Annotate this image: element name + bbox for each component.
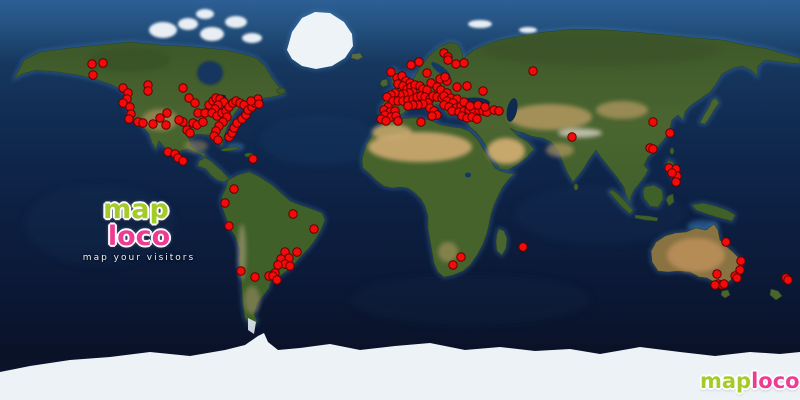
- visitor-marker: [246, 96, 256, 106]
- visitor-marker: [224, 221, 234, 231]
- visitor-marker: [381, 116, 391, 126]
- visitor-marker: [671, 177, 681, 187]
- visitor-marker: [783, 275, 793, 285]
- visitor-marker: [236, 266, 246, 276]
- visitor-marker: [254, 99, 264, 109]
- island-taiwan: [669, 147, 675, 155]
- visitor-marker: [309, 224, 319, 234]
- hudson-bay: [197, 61, 223, 85]
- visitor-marker: [213, 135, 223, 145]
- visitor-marker: [292, 247, 302, 257]
- visitor-marker: [386, 67, 396, 77]
- visitor-marker: [422, 68, 432, 78]
- terrain-tints: [90, 34, 725, 314]
- visitor-marker: [427, 111, 437, 121]
- visitor-marker: [452, 82, 462, 92]
- island-cuba: [220, 146, 240, 152]
- lake-victoria: [465, 172, 471, 178]
- maploco-logo[interactable]: maploco map your visitors: [74, 196, 204, 263]
- caspian-sea: [506, 98, 518, 122]
- island-newfoundland: [276, 87, 286, 95]
- visitor-marker: [229, 184, 239, 194]
- visitor-marker: [462, 81, 472, 91]
- visitor-marker: [393, 116, 403, 126]
- ocean-texture: [25, 115, 685, 325]
- visitor-marker: [406, 60, 416, 70]
- visitor-marker: [285, 261, 295, 271]
- visitor-marker: [288, 209, 298, 219]
- visitor-marker: [667, 168, 677, 178]
- corner-logo-map-text: map: [700, 369, 752, 393]
- ice-sheets: [0, 9, 800, 400]
- visitor-marker: [732, 273, 742, 283]
- visitor-marker: [190, 98, 200, 108]
- visitor-marker: [448, 260, 458, 270]
- visitor-marker: [87, 59, 97, 69]
- visitor-marker: [494, 106, 504, 116]
- visitor-marker: [735, 265, 745, 275]
- visitor-marker: [451, 59, 461, 69]
- visitor-marker: [567, 132, 577, 142]
- visitor-marker: [719, 279, 729, 289]
- visitor-marker: [710, 280, 720, 290]
- visitor-marker: [648, 117, 658, 127]
- visitor-marker: [138, 118, 148, 128]
- visitor-marker: [98, 58, 108, 68]
- visitor-marker: [480, 102, 490, 112]
- visitor-marker: [416, 117, 426, 127]
- patagonia-ice: [248, 318, 256, 334]
- visitor-marker: [248, 154, 258, 164]
- visitor-marker: [174, 115, 184, 125]
- visitor-marker: [443, 55, 453, 65]
- visitor-marker: [273, 260, 283, 270]
- visitor-marker: [143, 86, 153, 96]
- island-sri-lanka: [573, 183, 579, 191]
- visitor-marker: [648, 144, 658, 154]
- corner-logo-loco-text: loco: [751, 369, 800, 393]
- visitor-marker: [414, 57, 424, 67]
- visitor-marker: [403, 101, 413, 111]
- visitor-marker: [162, 108, 172, 118]
- visitor-marker: [88, 70, 98, 80]
- visitor-marker: [528, 66, 538, 76]
- visitor-marker: [665, 128, 675, 138]
- visitor-marker: [472, 114, 482, 124]
- visitor-marker: [185, 128, 195, 138]
- visitor-marker: [148, 119, 158, 129]
- visitor-marker: [272, 275, 282, 285]
- visitor-marker: [712, 269, 722, 279]
- visitor-marker: [220, 198, 230, 208]
- visitor-marker: [161, 120, 171, 130]
- visitor-marker: [178, 156, 188, 166]
- visitor-marker: [440, 72, 450, 82]
- visitor-marker: [124, 114, 134, 124]
- visitor-marker: [118, 98, 128, 108]
- visitor-marker: [198, 117, 208, 127]
- visitor-marker: [155, 113, 165, 123]
- visitor-marker: [184, 93, 194, 103]
- visitor-marker: [518, 242, 528, 252]
- visitor-marker: [459, 58, 469, 68]
- visitor-marker: [478, 86, 488, 96]
- visitor-markers: [87, 48, 793, 290]
- logo-loco-text: loco: [107, 221, 171, 252]
- arctic-islands: [149, 9, 537, 43]
- logo-map-text: map: [103, 194, 169, 225]
- visitor-marker: [178, 83, 188, 93]
- visitor-marker: [456, 252, 466, 262]
- visitor-marker: [250, 272, 260, 282]
- visitor-marker: [736, 256, 746, 266]
- visitor-marker: [465, 101, 475, 111]
- logo-tagline: map your visitors: [82, 253, 196, 263]
- maploco-corner-logo[interactable]: maploco: [700, 371, 800, 392]
- visitor-marker: [721, 237, 731, 247]
